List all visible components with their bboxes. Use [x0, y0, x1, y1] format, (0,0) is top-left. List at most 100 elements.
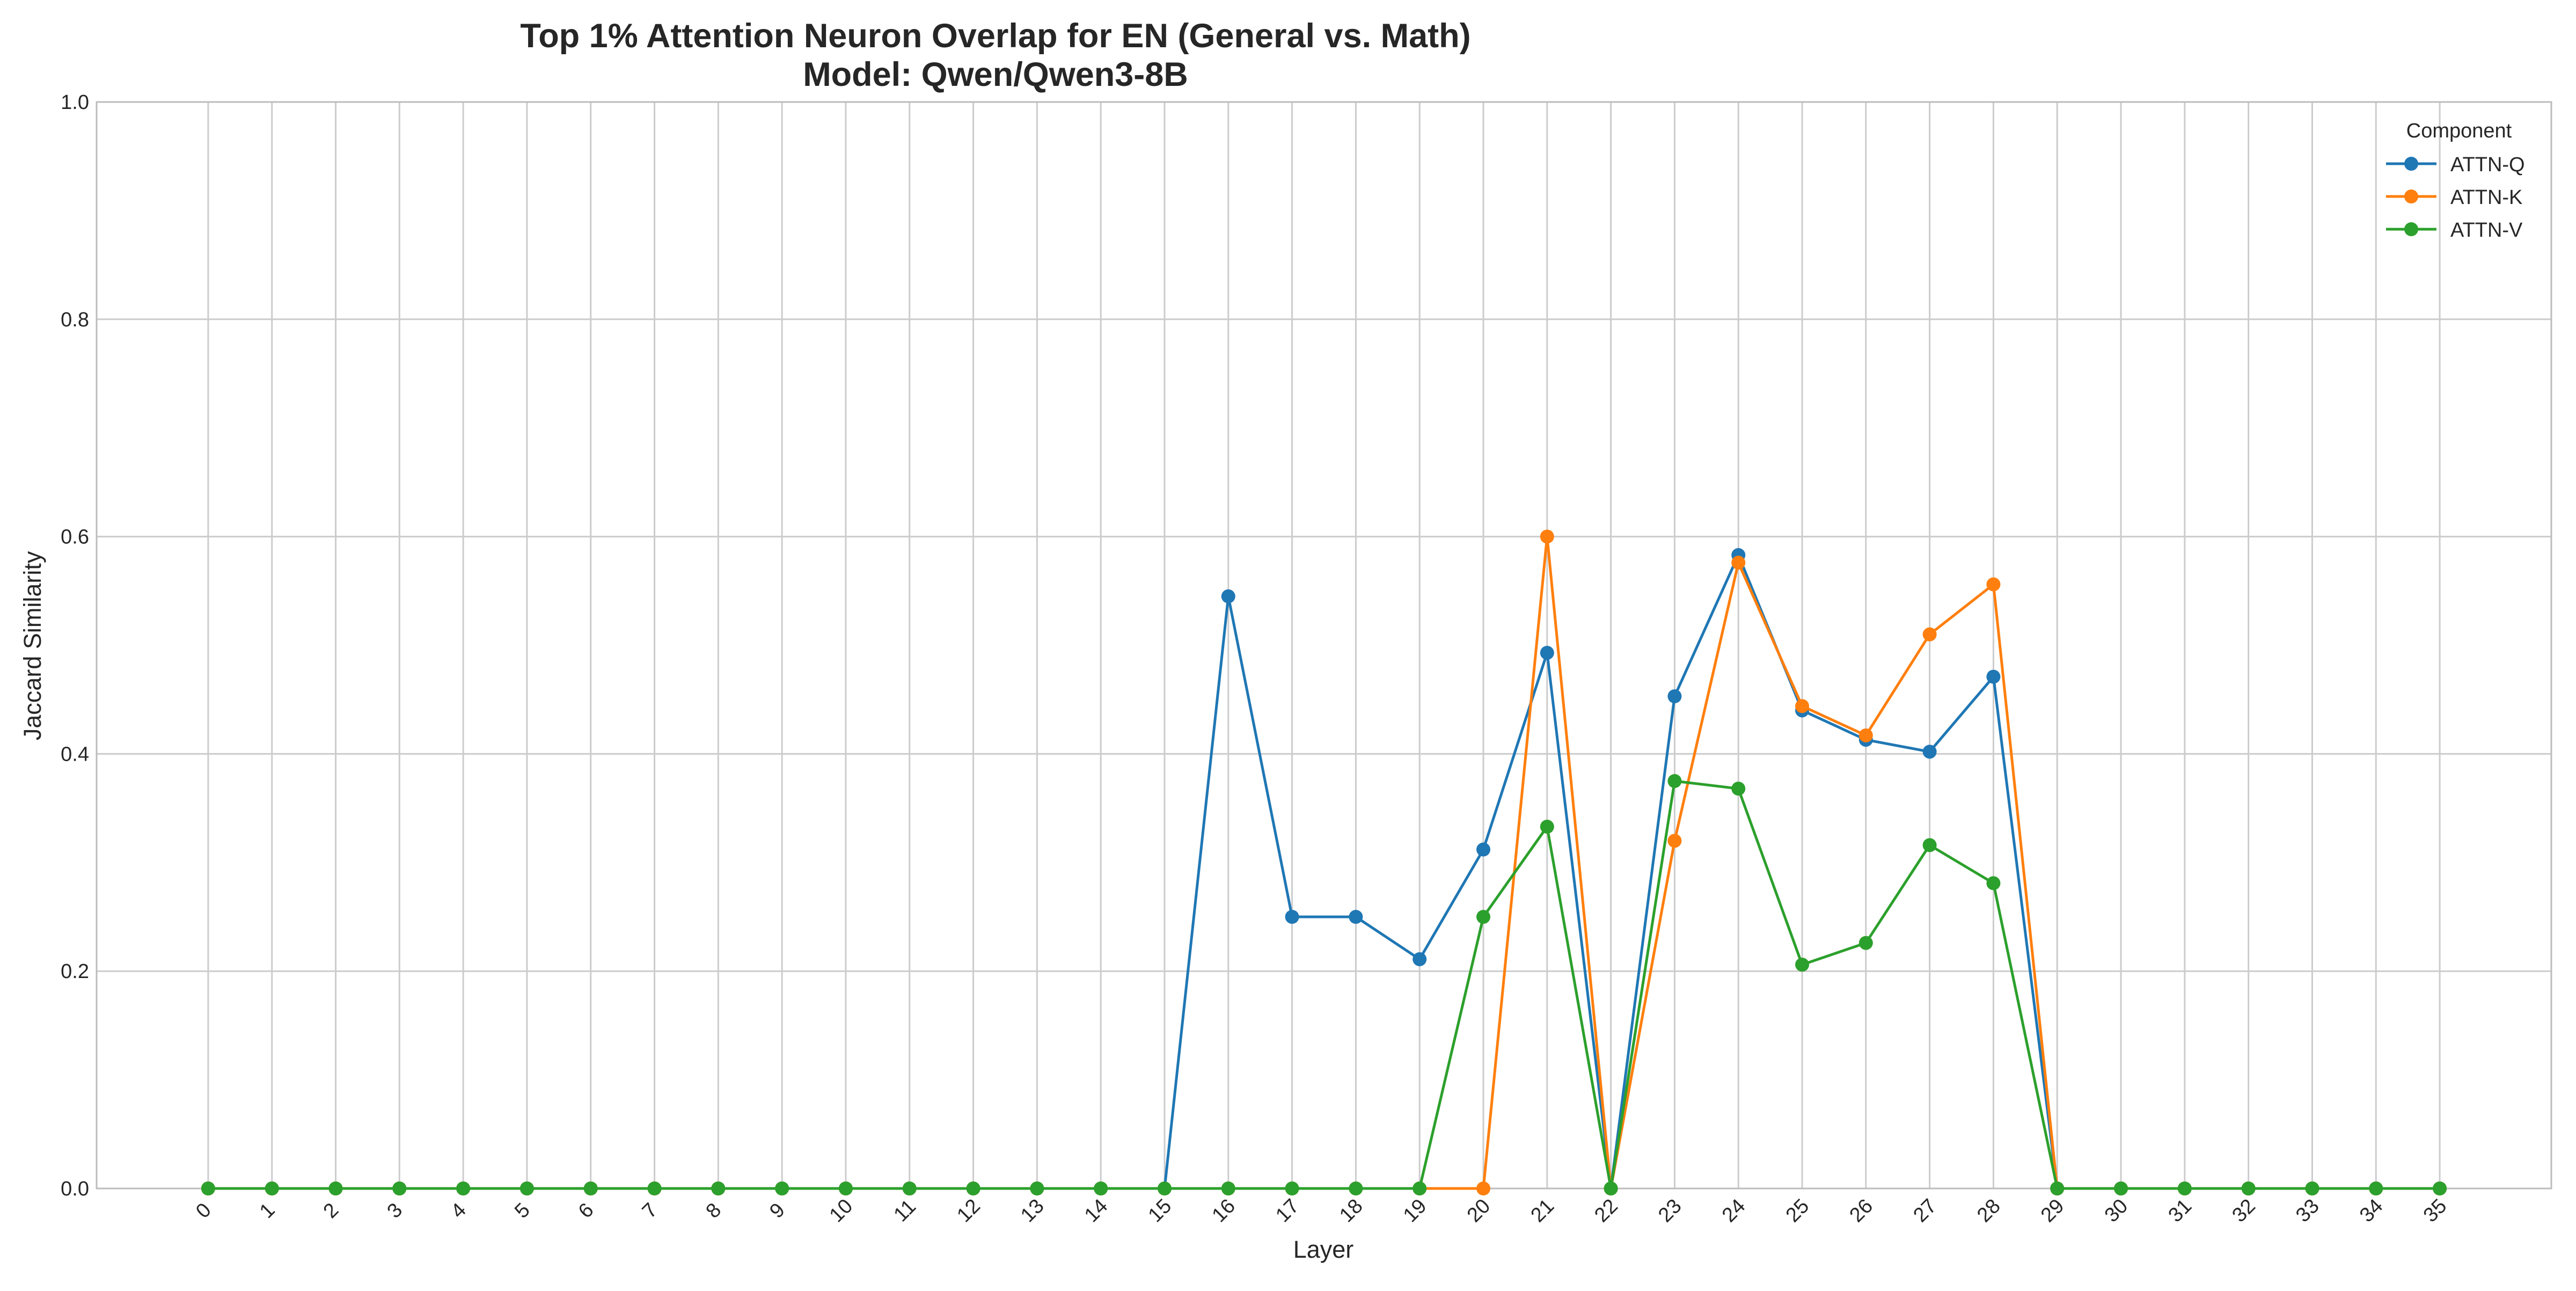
x-tick-label: 6	[574, 1199, 598, 1223]
axes	[96, 101, 2552, 1190]
data-point	[1922, 838, 1937, 852]
data-point	[1540, 646, 1554, 660]
data-point	[1986, 577, 2001, 592]
data-point	[1476, 910, 1491, 924]
series-line	[208, 779, 2440, 1190]
data-point	[1667, 689, 1682, 704]
x-tick-label: 19	[1399, 1195, 1431, 1227]
data-point	[1540, 529, 1554, 544]
data-point	[1922, 627, 1937, 641]
x-tick-label: 12	[953, 1195, 985, 1227]
data-point	[1731, 556, 1746, 570]
data-point	[2241, 1181, 2256, 1195]
data-point	[711, 1181, 726, 1195]
x-tick-label: 0	[192, 1199, 216, 1223]
data-point	[265, 1181, 279, 1195]
data-point	[1476, 842, 1491, 857]
chart-title: Top 1% Attention Neuron Overlap for EN (…	[520, 17, 1470, 55]
data-point	[1285, 910, 1299, 924]
x-tick-label: 10	[825, 1195, 858, 1227]
data-point	[201, 1181, 215, 1195]
series-group	[201, 529, 2447, 1195]
data-point	[1157, 1181, 1172, 1195]
y-tick-label: 0.0	[61, 1178, 89, 1200]
data-point	[2369, 1181, 2383, 1195]
x-tick-label: 11	[889, 1195, 920, 1227]
series-attn-v	[201, 774, 2447, 1195]
data-point	[2305, 1181, 2319, 1195]
x-tick-label: 14	[1080, 1195, 1113, 1227]
data-point	[1667, 834, 1682, 848]
x-tick-label: 27	[1909, 1195, 1941, 1227]
data-point	[1476, 1181, 1491, 1195]
x-tick-label: 21	[1527, 1195, 1559, 1227]
x-tick-label: 2	[319, 1199, 343, 1223]
data-point	[2433, 1181, 2447, 1195]
data-point	[1922, 745, 1937, 759]
series-attn-k	[201, 529, 2447, 1195]
x-tick-label: 23	[1654, 1195, 1686, 1227]
x-tick-label: 32	[2228, 1195, 2260, 1227]
x-tick-label: 29	[2037, 1195, 2069, 1227]
x-tick-label: 30	[2101, 1195, 2133, 1227]
x-tick-label: 20	[1463, 1195, 1495, 1227]
x-tick-label: 13	[1016, 1195, 1049, 1227]
legend-label: ATTN-V	[2450, 219, 2523, 242]
x-tick-label: 7	[638, 1199, 662, 1223]
x-tick-label: 15	[1144, 1195, 1176, 1227]
x-tick-label: 4	[447, 1199, 471, 1223]
series-line	[208, 535, 2440, 1190]
data-point	[1858, 728, 1873, 742]
legend-label: ATTN-K	[2450, 186, 2522, 209]
data-point	[1795, 958, 1810, 972]
legend-title: Component	[2406, 120, 2512, 142]
x-tick-label: 26	[1846, 1195, 1878, 1227]
series-line	[208, 553, 2440, 1190]
data-point	[1540, 820, 1554, 834]
data-point	[2050, 1181, 2065, 1195]
legend-item-attn-k: ATTN-K	[2386, 186, 2522, 209]
legend-marker-icon	[2404, 157, 2418, 171]
y-tick-label: 0.4	[61, 743, 89, 765]
data-point	[2177, 1181, 2192, 1195]
x-tick-label: 5	[510, 1199, 535, 1223]
data-point	[1221, 1181, 1235, 1195]
data-point	[838, 1181, 853, 1195]
data-point	[583, 1181, 598, 1195]
x-tick-label: 25	[1782, 1195, 1814, 1227]
data-point	[1986, 669, 2001, 684]
x-tick-label: 17	[1271, 1195, 1304, 1227]
grid	[97, 101, 2551, 1190]
chart-subtitle: Model: Qwen/Qwen3-8B	[803, 56, 1188, 93]
legend-label: ATTN-Q	[2450, 154, 2525, 176]
legend: Component ATTN-Q ATTN-K ATTN-V	[2386, 120, 2525, 242]
data-point	[1413, 1181, 1427, 1195]
data-point	[1413, 952, 1427, 966]
series-attn-q	[201, 548, 2447, 1195]
data-point	[1094, 1181, 1108, 1195]
plot-frame	[96, 101, 2552, 1190]
data-point	[519, 1181, 534, 1195]
x-tick-label: 9	[765, 1199, 789, 1223]
data-point	[775, 1181, 789, 1195]
x-tick-label: 24	[1718, 1195, 1750, 1227]
data-point	[1349, 910, 1363, 924]
y-tick-label: 0.8	[61, 309, 89, 331]
x-axis-label: Layer	[1293, 1236, 1354, 1263]
y-tick-label: 0.6	[61, 526, 89, 549]
data-point	[647, 1181, 662, 1195]
data-point	[1030, 1181, 1044, 1195]
x-tick-label: 34	[2355, 1195, 2388, 1227]
x-tick-label: 8	[702, 1199, 726, 1223]
legend-marker-icon	[2404, 222, 2418, 236]
x-tick-label: 35	[2419, 1195, 2451, 1227]
data-point	[1858, 936, 1873, 950]
legend-item-attn-v: ATTN-V	[2386, 219, 2523, 242]
data-point	[1221, 589, 1235, 603]
y-tick-label: 0.2	[61, 960, 89, 983]
data-point	[1349, 1181, 1363, 1195]
x-tick-label: 3	[383, 1199, 407, 1223]
y-tick-label: 1.0	[61, 91, 89, 114]
